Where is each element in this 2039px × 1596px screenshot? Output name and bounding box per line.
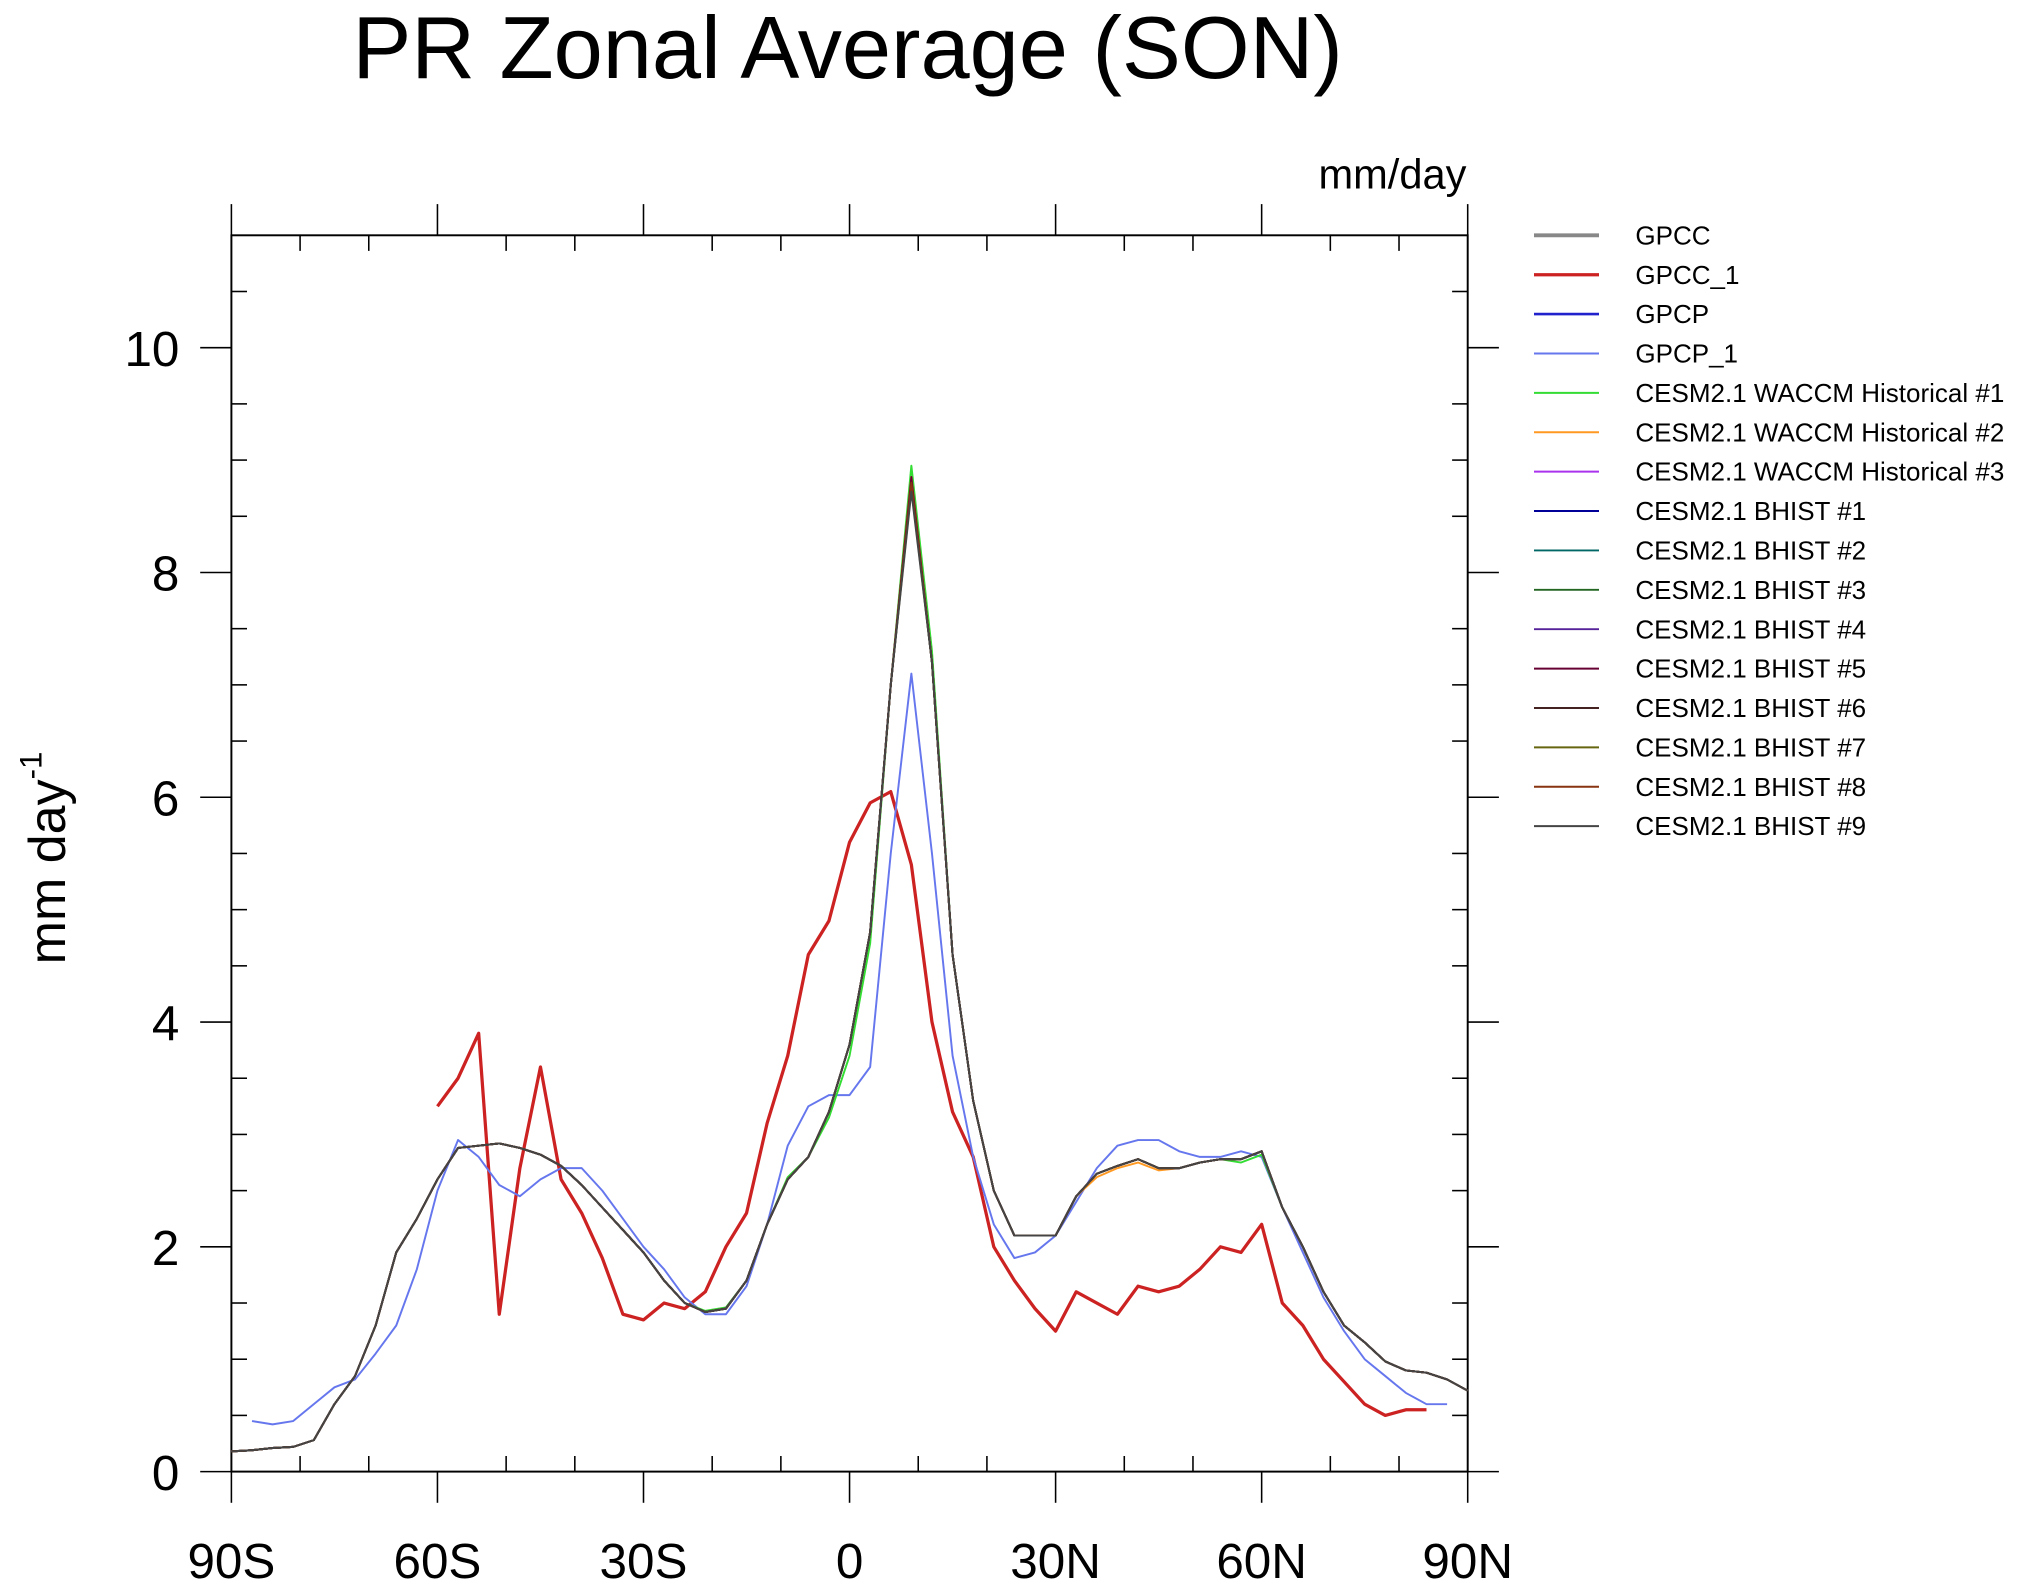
legend-label: CESM2.1 BHIST #9	[1635, 811, 1866, 841]
legend-label: CESM2.1 BHIST #8	[1635, 772, 1866, 802]
legend-label: CESM2.1 BHIST #3	[1635, 575, 1866, 605]
legend-label: GPCC	[1635, 220, 1710, 250]
plot-frame	[230, 234, 1469, 1473]
data-line	[231, 481, 1469, 1453]
y-axis-label-main: mm day	[19, 779, 77, 964]
legend-label: CESM2.1 WACCM Historical #1	[1635, 378, 2004, 408]
data-line	[231, 487, 1469, 1453]
legend-label: GPCP	[1635, 299, 1709, 329]
x-tick-label: 30N	[1010, 1534, 1101, 1589]
x-tick-label: 60N	[1216, 1534, 1307, 1589]
data-line	[251, 672, 1448, 1426]
data-line	[231, 481, 1469, 1453]
y-tick-label: 6	[152, 771, 179, 826]
y-axis-label-sup: -1	[14, 752, 49, 780]
legend-label: CESM2.1 BHIST #4	[1635, 614, 1866, 644]
legend-label: CESM2.1 BHIST #2	[1635, 536, 1866, 566]
data-line	[231, 481, 1469, 1453]
data-line	[231, 481, 1469, 1453]
legend-label: CESM2.1 WACCM Historical #2	[1635, 417, 2004, 447]
data-line	[231, 483, 1469, 1453]
plot-group: PR Zonal Average (SON) mm/day mm day-1 0…	[14, 0, 2005, 1589]
y-tick-label: 4	[152, 996, 179, 1051]
y-axis-label: mm day-1	[14, 752, 77, 965]
y-tick-label: 10	[124, 322, 179, 377]
y-tick-label: 0	[152, 1446, 179, 1501]
x-tick-label: 60S	[394, 1534, 482, 1589]
legend-label: CESM2.1 BHIST #7	[1635, 732, 1866, 762]
data-line	[231, 479, 1469, 1453]
chart-title: PR Zonal Average (SON)	[352, 0, 1343, 97]
x-tick-label: 90S	[187, 1534, 275, 1589]
x-tick-label: 90N	[1422, 1534, 1513, 1589]
legend-label: CESM2.1 BHIST #1	[1635, 496, 1866, 526]
x-tick-label: 0	[836, 1534, 863, 1589]
y-tick-label: 8	[152, 547, 179, 602]
x-tick-label: 30S	[600, 1534, 688, 1589]
legend-label: GPCP_1	[1635, 339, 1738, 369]
legend-label: CESM2.1 BHIST #6	[1635, 693, 1866, 723]
data-line	[231, 481, 1469, 1453]
data-line	[436, 790, 1427, 1418]
y-tick-label: 2	[152, 1221, 179, 1276]
legend-label: GPCC_1	[1635, 260, 1739, 290]
legend-label: CESM2.1 BHIST #5	[1635, 654, 1866, 684]
data-line	[231, 490, 1469, 1453]
legend-label: CESM2.1 WACCM Historical #3	[1635, 457, 2004, 487]
units-label: mm/day	[1318, 151, 1466, 198]
